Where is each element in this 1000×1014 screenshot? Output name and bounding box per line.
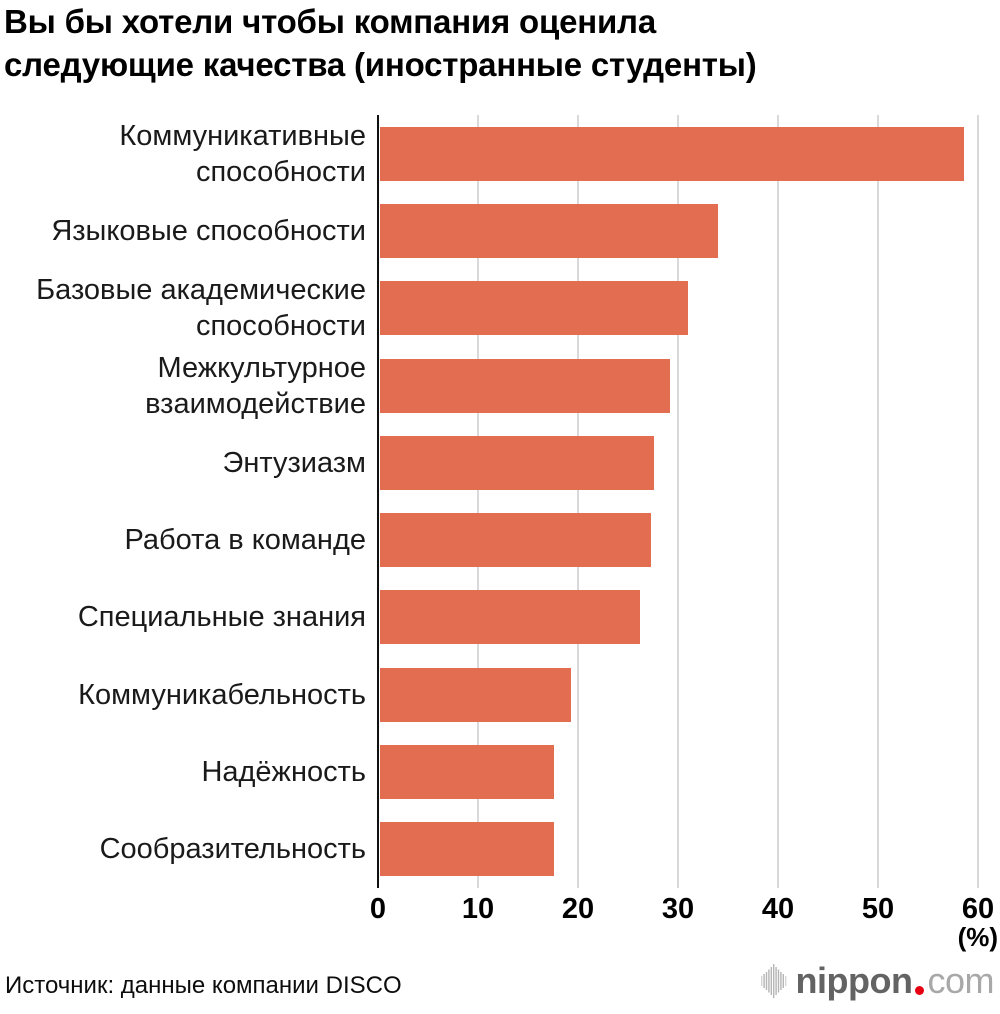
x-tick-label: 0 <box>369 893 387 925</box>
x-tick-label: 20 <box>561 893 595 925</box>
bar <box>379 745 554 800</box>
category-label: Коммуникативные способности <box>119 119 366 188</box>
nippon-logo: nippon com <box>760 960 994 1002</box>
bar <box>379 513 651 568</box>
gridline <box>776 115 779 888</box>
x-tick-label: 30 <box>661 893 695 925</box>
category-label: Сообразительность <box>99 833 366 866</box>
x-tick-label: 60 <box>961 893 995 925</box>
x-tick-label: 40 <box>761 893 795 925</box>
gridline <box>476 115 479 888</box>
y-axis-line <box>376 115 380 888</box>
x-tick-label: 10 <box>461 893 495 925</box>
bar <box>379 281 688 336</box>
category-label: Базовые академические способности <box>36 274 366 343</box>
logo-brand-name: nippon <box>795 960 913 1001</box>
gridline <box>576 115 579 888</box>
bar <box>379 358 670 413</box>
soundwave-icon <box>760 964 786 998</box>
chart-title: Вы бы хотели чтобы компания оценила след… <box>4 3 757 83</box>
source-note: Источник: данные компании DISCO <box>5 972 402 999</box>
category-label: Энтузиазм <box>222 446 367 479</box>
bar <box>379 203 718 258</box>
category-label: Коммуникабельность <box>78 678 366 711</box>
gridline <box>676 115 679 888</box>
category-label: Специальные знания <box>77 601 366 634</box>
gridline <box>976 115 979 888</box>
logo-brand-domain: com <box>927 960 994 1001</box>
bar <box>379 667 571 722</box>
category-label: Межкультурное взаимодействие <box>145 351 366 420</box>
gridline <box>876 115 879 888</box>
category-label: Работа в команде <box>124 524 367 557</box>
bar <box>379 126 964 181</box>
bar <box>379 435 654 490</box>
bar <box>379 590 640 645</box>
axis-unit-label: (%) <box>957 922 998 952</box>
logo-red-dot-icon <box>915 986 925 995</box>
category-label: Надёжность <box>201 756 366 789</box>
bar <box>379 822 554 877</box>
category-label: Языковые способности <box>51 214 366 247</box>
x-tick-label: 50 <box>861 893 895 925</box>
